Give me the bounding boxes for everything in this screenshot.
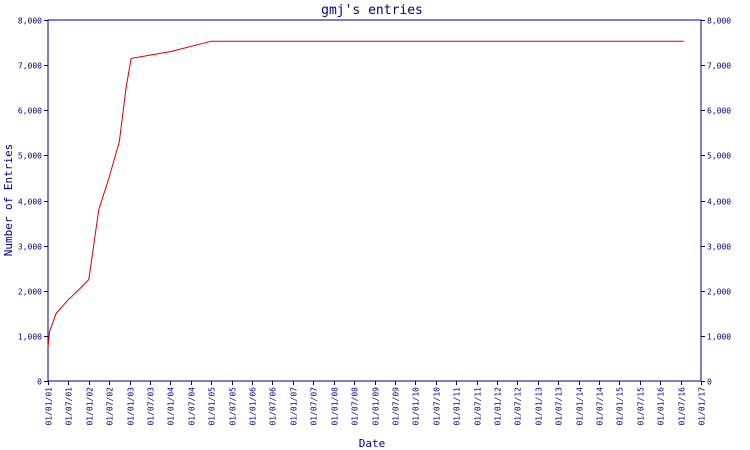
x-tick-label: 01/07/14 [596,387,605,426]
y-tick-label-left: 0 [37,378,42,387]
plot-frame [47,19,702,382]
y-axis-right: 0 1,000 2,000 3,000 4,000 5,000 6,000 7,000 8,00… [701,17,731,387]
x-tick-label: 01/07/16 [678,387,687,426]
chart-title: gmj's entries [321,3,423,18]
x-tick-label: 01/01/05 [208,387,217,426]
y-tick-label-left: 1,000 [18,333,42,342]
y-tick-label-right: 0 [707,378,712,387]
y-tick-label-right: 1,000 [707,333,731,342]
x-tick-label: 01/01/07 [290,387,299,426]
y-tick-label-right: 7,000 [707,62,731,71]
y-tick-label-left: 6,000 [18,107,42,116]
x-tick-label: 01/07/05 [229,387,238,426]
x-tick-label: 01/07/11 [474,387,483,426]
y-axis-title: Number of Entries [2,144,15,257]
x-tick-label: 01/01/11 [453,387,462,426]
x-tick-label: 01/01/03 [127,387,136,426]
x-tick-label: 01/07/09 [392,387,401,426]
x-axis: 01/01/01 01/07/01 01/01/02 01/07/02 01/01/03… [45,381,707,426]
x-tick-label: 01/07/04 [188,387,197,426]
x-tick-label: 01/07/12 [514,387,523,426]
y-tick-label-left: 3,000 [18,243,42,252]
x-tick-label: 01/01/04 [167,387,176,426]
x-tick-label: 01/07/06 [269,387,278,426]
x-tick-label: 01/07/07 [310,387,319,426]
x-tick-label: 01/01/01 [45,387,54,426]
x-tick-label: 01/07/10 [433,387,442,426]
x-tick-label: 01/01/17 [698,387,707,426]
x-tick-label: 01/01/15 [616,387,625,426]
y-axis-left: 0 1,000 2,000 3,000 4,000 5,000 6,000 7,000 8,00… [18,17,48,387]
x-tick-label: 01/07/13 [555,387,564,426]
y-tick-label-left: 8,000 [18,17,42,26]
y-tick-label-right: 3,000 [707,243,731,252]
x-tick-label: 01/01/10 [412,387,421,426]
x-tick-label: 01/07/08 [351,387,360,426]
y-tick-label-right: 4,000 [707,198,731,207]
x-tick-label: 01/01/02 [86,387,95,426]
x-tick-label: 01/01/14 [576,387,585,426]
x-tick-label: 01/07/02 [106,387,115,426]
y-tick-label-right: 8,000 [707,17,731,26]
x-tick-label: 01/07/15 [637,387,646,426]
x-tick-label: 01/01/06 [249,387,258,426]
y-tick-label-left: 2,000 [18,288,42,297]
x-tick-label: 01/01/12 [494,387,503,426]
y-tick-label-left: 5,000 [18,152,42,161]
x-tick-label: 01/01/08 [331,387,340,426]
x-axis-title: Date [359,437,386,450]
y-tick-label-left: 7,000 [18,62,42,71]
y-tick-label-right: 6,000 [707,107,731,116]
y-tick-label-right: 5,000 [707,152,731,161]
x-tick-label: 01/07/01 [65,387,74,426]
x-tick-label: 01/01/09 [372,387,381,426]
y-tick-label-right: 2,000 [707,288,731,297]
x-tick-label: 01/01/16 [657,387,666,426]
x-tick-label: 01/07/03 [147,387,156,426]
series-line [47,40,684,348]
x-tick-label: 01/01/13 [535,387,544,426]
y-tick-label-left: 4,000 [18,198,42,207]
